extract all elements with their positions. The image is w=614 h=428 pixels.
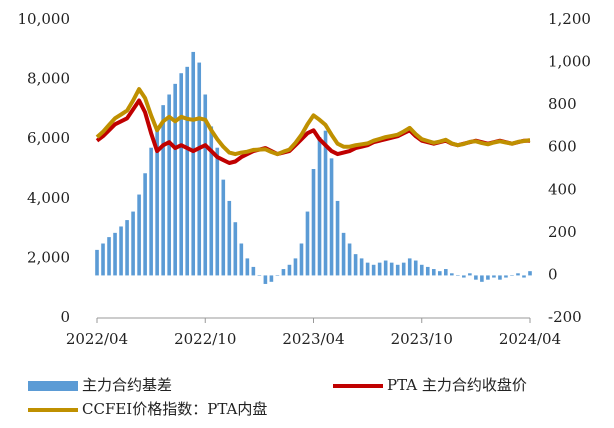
bar [257, 275, 262, 276]
y-tick-label: 2,000 [27, 248, 70, 266]
bar [299, 243, 304, 276]
y2-tick-label: 400 [548, 180, 577, 198]
y-tick-label: 4,000 [27, 189, 70, 207]
bar [185, 66, 190, 276]
bar [113, 232, 117, 276]
bar [125, 220, 129, 276]
y-tick-label: 8,000 [27, 70, 70, 88]
bar [389, 262, 394, 276]
x-tick-label: 2023/10 [391, 330, 453, 348]
bar [305, 211, 310, 276]
bar [359, 258, 364, 276]
bar [329, 158, 334, 276]
bar [221, 179, 226, 276]
bar [371, 264, 376, 276]
bar [347, 243, 352, 276]
y2-tick-label: 800 [548, 95, 577, 113]
bar [341, 232, 346, 276]
bar [377, 262, 382, 276]
bar [450, 273, 454, 276]
bar [281, 269, 286, 276]
bar [419, 264, 424, 276]
x-tick-label: 2023/04 [282, 330, 344, 348]
bar [155, 126, 159, 276]
y2-tick-label: 1,000 [548, 53, 591, 71]
bar [143, 173, 147, 276]
bar [101, 243, 105, 276]
bar [498, 275, 502, 280]
bar [480, 275, 484, 282]
x-tick-label: 2022/10 [174, 330, 236, 348]
bar [407, 258, 412, 276]
bar [504, 275, 508, 278]
bar [474, 275, 478, 280]
bar [263, 275, 268, 284]
x-tick-label: 2022/04 [66, 330, 128, 348]
bar [311, 169, 316, 276]
legend-swatch [28, 381, 78, 391]
y2-tick-label: 1,200 [548, 10, 591, 28]
bar [251, 266, 256, 276]
x-tick-label: 2024/04 [499, 330, 561, 348]
bar [167, 94, 171, 276]
bar [335, 200, 340, 276]
line [95, 87, 531, 157]
bar [275, 275, 280, 276]
y-tick-label: 6,000 [27, 129, 70, 147]
bar [287, 264, 292, 276]
bar [197, 62, 202, 276]
bar [383, 260, 388, 276]
bar [119, 226, 123, 276]
bar [365, 262, 370, 276]
bar [492, 275, 496, 278]
bar [137, 194, 141, 276]
bar [245, 258, 250, 276]
bar [510, 275, 514, 276]
y2-tick-label: 0 [548, 265, 558, 283]
y2-tick-label: 600 [548, 138, 577, 156]
y2-tick-label: 200 [548, 223, 577, 241]
bar [401, 262, 406, 276]
y-tick-label: 0 [60, 308, 70, 326]
bar [353, 254, 358, 276]
legend-label: 主力合约基差 [82, 376, 172, 394]
bar [468, 273, 472, 276]
legend-label: CCFEI价格指数：PTA内盘 [82, 400, 267, 418]
bar [528, 271, 532, 276]
bar [233, 222, 238, 276]
bar [425, 266, 430, 276]
bar [131, 211, 135, 276]
legend-label: PTA 主力合约收盘价 [387, 376, 527, 394]
bar [209, 126, 214, 276]
bar [516, 273, 520, 276]
bar [317, 137, 322, 276]
bar [191, 51, 196, 276]
bar [431, 269, 436, 276]
bar [227, 200, 232, 276]
bar [95, 249, 99, 276]
bar [215, 147, 220, 276]
bar [522, 275, 526, 278]
bar [173, 83, 177, 276]
bar [269, 275, 274, 282]
y2-tick-label: -200 [548, 308, 582, 326]
bar [462, 275, 466, 278]
bar [323, 130, 328, 276]
bar [413, 260, 418, 276]
bar [486, 275, 490, 280]
bar [239, 243, 244, 276]
bar [437, 271, 442, 276]
bar [444, 269, 448, 276]
bar [203, 94, 208, 276]
bar [107, 237, 111, 276]
bar [179, 73, 183, 276]
y-tick-label: 10,000 [18, 10, 71, 28]
bar [395, 264, 400, 276]
bar [149, 147, 153, 276]
bar [456, 275, 460, 276]
bar [293, 258, 298, 276]
bar [161, 105, 165, 276]
